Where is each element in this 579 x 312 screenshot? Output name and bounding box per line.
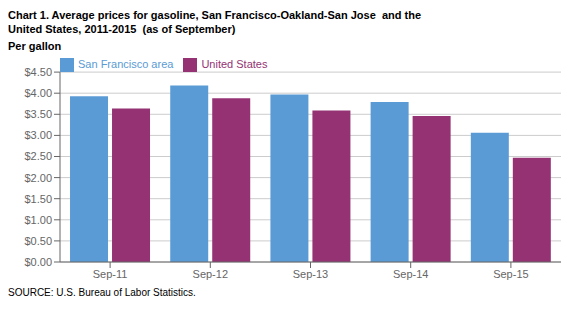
svg-text:$3.00: $3.00 — [24, 129, 52, 141]
svg-text:Sep-13: Sep-13 — [293, 268, 328, 280]
svg-text:$1.00: $1.00 — [24, 214, 52, 226]
svg-text:Sep-15: Sep-15 — [493, 268, 528, 280]
svg-text:$2.00: $2.00 — [24, 172, 52, 184]
svg-text:$4.50: $4.50 — [24, 66, 52, 78]
html-text:SOURCE: U.S. Bureau of Labor S: SOURCE: U.S. Bureau of Labor Statistics. — [8, 287, 196, 298]
svg-text:$4.00: $4.00 — [24, 87, 52, 99]
svg-text:$0.50: $0.50 — [24, 235, 52, 247]
svg-text:$1.50: $1.50 — [24, 193, 52, 205]
html-text:San Francisco area: San Francisco area — [78, 58, 174, 70]
svg-text:Sep-11: Sep-11 — [93, 268, 128, 280]
svg-text:$3.50: $3.50 — [24, 108, 52, 120]
html-text:United States: United States — [201, 58, 268, 70]
svg-text:Sep-12: Sep-12 — [193, 268, 228, 280]
svg-text:$0.00: $0.00 — [24, 256, 52, 268]
html-text:Chart 1. Average prices for ga: Chart 1. Average prices for gasoline, Sa… — [8, 9, 421, 36]
svg-text:$2.50: $2.50 — [24, 150, 52, 162]
html-text:Per gallon: Per gallon — [8, 40, 62, 52]
svg-text:Sep-14: Sep-14 — [393, 268, 428, 280]
